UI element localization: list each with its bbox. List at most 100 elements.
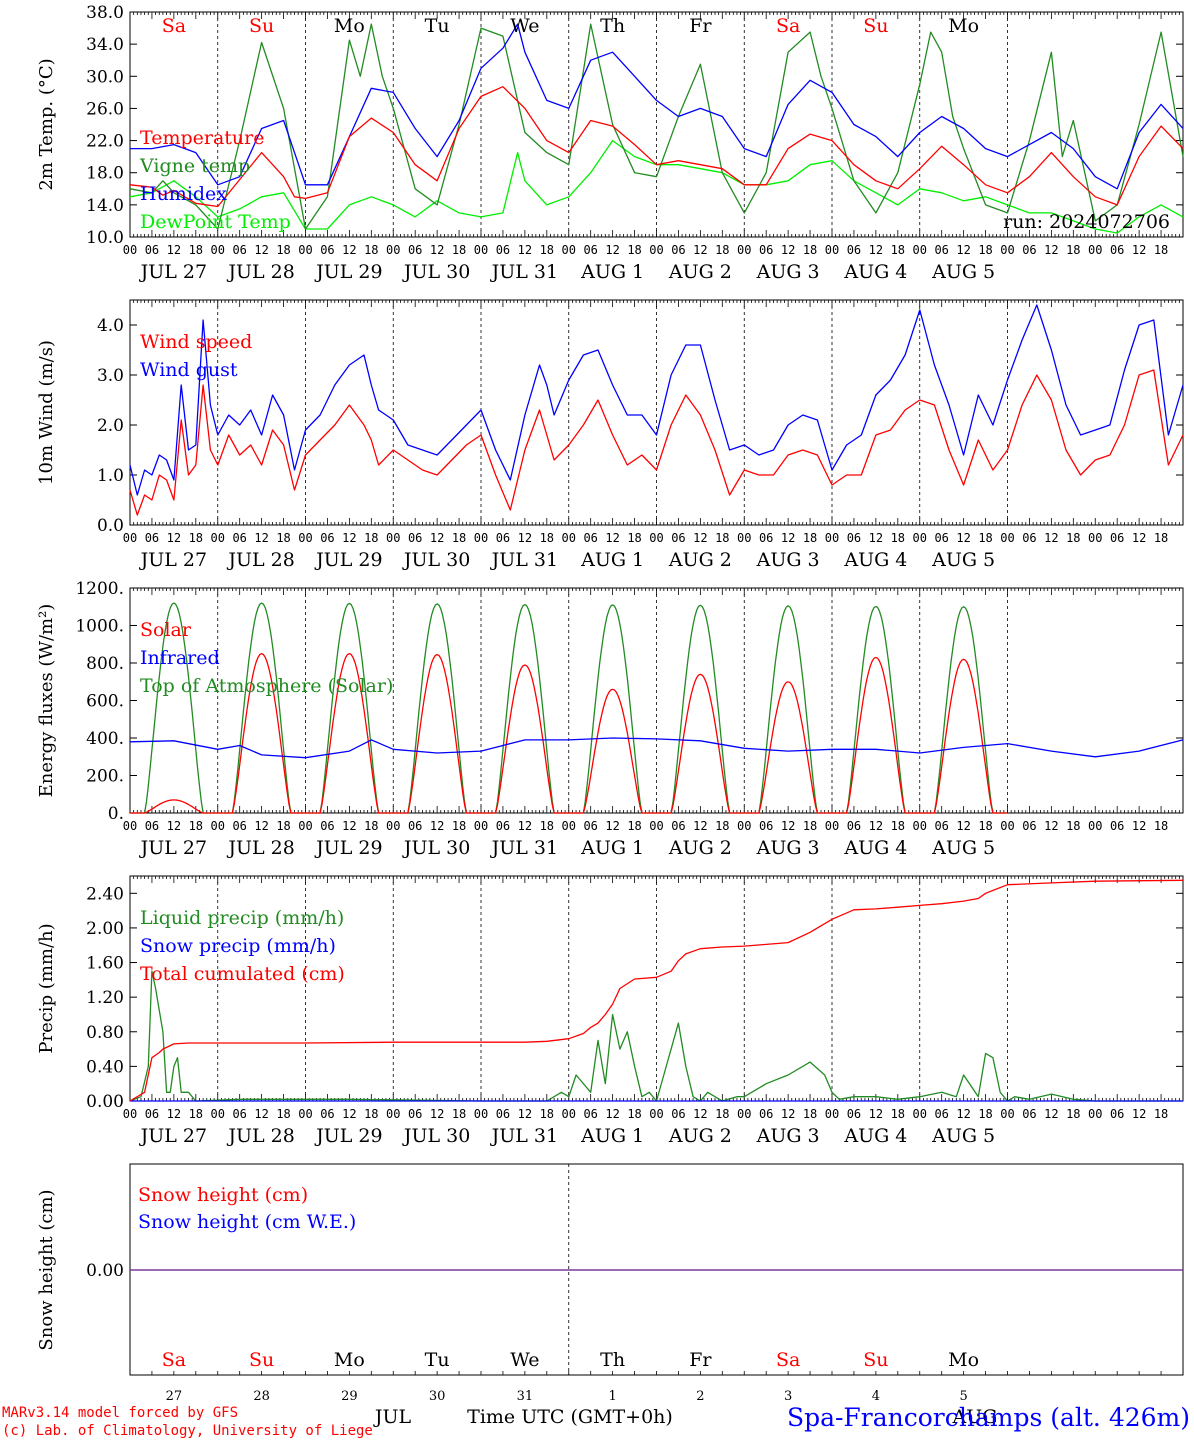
hour-tick-label: 00 xyxy=(211,243,225,257)
hour-tick-label: 18 xyxy=(1154,1107,1168,1121)
date-label: AUG 1 xyxy=(580,261,644,283)
hour-tick-label: 12 xyxy=(869,531,883,545)
hour-tick-label: 18 xyxy=(978,1107,992,1121)
date-label: JUL 27 xyxy=(139,549,207,571)
hour-tick-label: 06 xyxy=(847,819,861,833)
day-name: We xyxy=(510,15,539,37)
hour-tick-label: 18 xyxy=(978,819,992,833)
hour-tick-label: 12 xyxy=(869,1107,883,1121)
hour-tick-label: 00 xyxy=(649,1107,663,1121)
hour-tick-label: 00 xyxy=(1000,243,1014,257)
date-label: AUG 3 xyxy=(756,1125,820,1147)
y-tick-label: 1000. xyxy=(75,617,124,637)
legend-entry: Snow height (cm W.E.) xyxy=(138,1211,356,1233)
hour-tick-label: 18 xyxy=(803,243,817,257)
hour-tick-label: 12 xyxy=(605,1107,619,1121)
hour-tick-label: 12 xyxy=(605,819,619,833)
hour-tick-label: 12 xyxy=(693,243,707,257)
hour-tick-label: 18 xyxy=(803,1107,817,1121)
y-axis-label: Snow height (cm) xyxy=(36,1189,57,1350)
y-tick-label: 2.0 xyxy=(97,416,124,436)
hour-tick-label: 00 xyxy=(825,819,839,833)
hour-tick-label: 06 xyxy=(232,531,246,545)
day-number: 2 xyxy=(696,1389,704,1404)
hour-tick-label: 06 xyxy=(759,531,773,545)
y-tick-label: 800. xyxy=(86,654,124,674)
hour-tick-label: 12 xyxy=(518,1107,532,1121)
date-label: JUL 30 xyxy=(402,837,470,859)
time-axis-label: Time UTC (GMT+0h) xyxy=(467,1406,673,1428)
hour-tick-label: 00 xyxy=(1088,1107,1102,1121)
y-tick-label: 38.0 xyxy=(86,3,124,23)
hour-tick-label: 18 xyxy=(540,1107,554,1121)
hour-tick-label: 12 xyxy=(167,1107,181,1121)
hour-tick-label: 00 xyxy=(298,819,312,833)
y-axis-label: 10m Wind (m/s) xyxy=(36,340,57,485)
hour-tick-label: 00 xyxy=(1000,531,1014,545)
hour-tick-label: 00 xyxy=(386,819,400,833)
y-tick-label: 600. xyxy=(86,692,124,712)
hour-tick-label: 06 xyxy=(320,243,334,257)
date-label: JUL 29 xyxy=(314,261,382,283)
y-tick-label: 2.40 xyxy=(86,884,124,904)
date-label: AUG 5 xyxy=(931,1125,995,1147)
hour-tick-label: 00 xyxy=(1000,819,1014,833)
day-name: Su xyxy=(249,15,274,37)
legend-entry: Wind speed xyxy=(140,331,252,353)
y-tick-label: 30.0 xyxy=(86,67,124,87)
series-line-dewpoint-temp xyxy=(129,139,1184,234)
hour-tick-label: 00 xyxy=(737,819,751,833)
date-label: JUL 27 xyxy=(139,261,207,283)
hour-tick-label: 18 xyxy=(978,531,992,545)
hour-tick-label: 00 xyxy=(562,243,576,257)
hour-tick-label: 00 xyxy=(737,1107,751,1121)
day-name: Th xyxy=(600,1349,625,1371)
hour-tick-label: 18 xyxy=(1066,1107,1080,1121)
hour-tick-label: 12 xyxy=(781,819,795,833)
hour-tick-label: 06 xyxy=(408,1107,422,1121)
hour-tick-label: 12 xyxy=(254,819,268,833)
hour-tick-label: 00 xyxy=(737,531,751,545)
hour-tick-label: 18 xyxy=(189,1107,203,1121)
date-label: JUL 30 xyxy=(402,261,470,283)
hour-tick-label: 18 xyxy=(715,531,729,545)
day-name: We xyxy=(510,1349,539,1371)
hour-tick-label: 18 xyxy=(540,243,554,257)
y-tick-label: 18.0 xyxy=(86,164,124,184)
hour-tick-label: 00 xyxy=(1088,531,1102,545)
model-credit-line-2: (c) Lab. of Climatology, University of L… xyxy=(2,1423,373,1439)
series-line-solar xyxy=(130,652,1008,814)
hour-tick-label: 06 xyxy=(496,243,510,257)
legend-entry: DewPoint Temp xyxy=(140,211,291,233)
day-name: Tu xyxy=(425,15,450,37)
hour-tick-label: 12 xyxy=(430,1107,444,1121)
y-tick-label: 1.20 xyxy=(86,988,124,1008)
hour-tick-label: 06 xyxy=(671,531,685,545)
hour-tick-label: 12 xyxy=(342,1107,356,1121)
hour-tick-label: 12 xyxy=(518,819,532,833)
legend-entry: Infrared xyxy=(140,647,220,669)
y-tick-label: 4.0 xyxy=(97,316,124,336)
date-label: JUL 31 xyxy=(490,261,558,283)
hour-tick-label: 00 xyxy=(649,819,663,833)
hour-tick-label: 06 xyxy=(583,243,597,257)
hour-tick-label: 12 xyxy=(956,1107,970,1121)
date-label: AUG 3 xyxy=(756,549,820,571)
day-name: Sa xyxy=(776,15,800,37)
y-axis-label: 2m Temp. (°C) xyxy=(36,58,57,190)
hour-tick-label: 06 xyxy=(934,1107,948,1121)
hour-tick-label: 18 xyxy=(891,531,905,545)
hour-tick-label: 12 xyxy=(1132,819,1146,833)
date-label: AUG 1 xyxy=(580,549,644,571)
y-axis-label: Precip (mm/h) xyxy=(36,923,57,1053)
hour-tick-label: 00 xyxy=(913,1107,927,1121)
legend-entry: Wind gust xyxy=(140,359,238,381)
y-tick-label: 0. xyxy=(108,804,124,824)
hour-tick-label: 06 xyxy=(232,1107,246,1121)
y-tick-label: 26.0 xyxy=(86,99,124,119)
hour-tick-label: 12 xyxy=(430,243,444,257)
hour-tick-label: 06 xyxy=(145,819,159,833)
hour-tick-label: 18 xyxy=(276,819,290,833)
hour-tick-label: 18 xyxy=(189,531,203,545)
